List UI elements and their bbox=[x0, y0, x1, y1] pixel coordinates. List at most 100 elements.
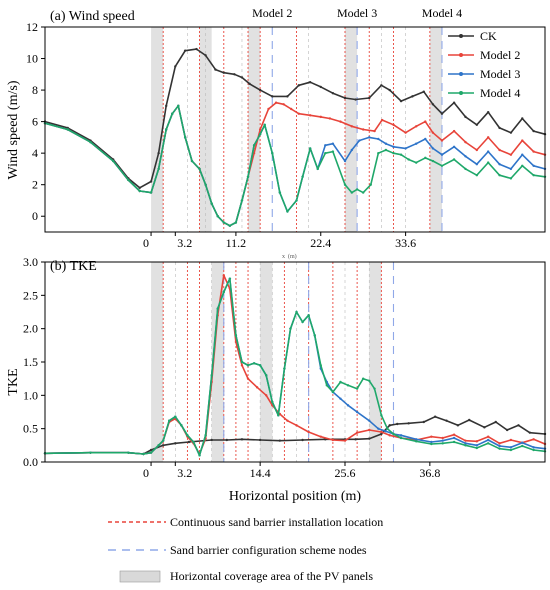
legend-label-0: CK bbox=[480, 29, 497, 43]
series-point-b-1-29 bbox=[331, 438, 335, 442]
series-point-b-3-39 bbox=[368, 379, 371, 382]
series-point-a-2-49 bbox=[486, 150, 490, 153]
series-point-a-1-43 bbox=[452, 129, 456, 133]
series-point-a-0-25 bbox=[343, 96, 347, 100]
panel-b: 0.0 0.5 1.0 1.5 2.0 2.5 3.0 0 3.2 14.4 25.6 36.8 (… bbox=[6, 255, 547, 504]
series-point-b-3-40 bbox=[373, 387, 376, 390]
series-point-a-0-9 bbox=[174, 65, 177, 68]
series-point-b-3-3 bbox=[142, 452, 145, 456]
panel-a-series bbox=[43, 47, 547, 227]
series-point-a-2-42 bbox=[415, 142, 418, 145]
pv-shade-b-1 bbox=[211, 262, 224, 462]
panel-a-xticks: 0 3.2 11.2 22.4 33.6 bbox=[143, 232, 416, 250]
series-point-b-3-38 bbox=[361, 377, 365, 380]
series-point-a-3-48 bbox=[452, 158, 456, 161]
series-point-a-0-38 bbox=[486, 110, 490, 114]
series-point-a-1-33 bbox=[350, 125, 354, 128]
series-point-a-1-29 bbox=[308, 114, 312, 117]
series-point-a-1-44 bbox=[464, 140, 467, 144]
legend-marker-0 bbox=[459, 34, 463, 38]
series-point-a-0-42 bbox=[532, 129, 535, 133]
series-point-a-3-10 bbox=[177, 104, 180, 108]
series-point-a-0-39 bbox=[498, 126, 501, 130]
series-point-a-2-39 bbox=[384, 142, 388, 145]
series-point-b-2-49 bbox=[486, 438, 490, 442]
pv-shade-a-2 bbox=[248, 27, 261, 232]
series-point-a-2-48 bbox=[475, 162, 479, 166]
series-point-b-1-26 bbox=[295, 424, 298, 427]
series-point-a-3-12 bbox=[190, 159, 194, 163]
series-point-a-0-36 bbox=[464, 115, 467, 119]
series-point-b-1-20 bbox=[246, 377, 250, 380]
y-tick-label-a-1: 2 bbox=[32, 178, 38, 192]
series-point-b-1-43 bbox=[498, 442, 501, 445]
x-tick-label-a-3: 22.4 bbox=[310, 236, 331, 250]
series-point-b-1-46 bbox=[532, 438, 535, 441]
series-point-b-3-37 bbox=[355, 387, 359, 390]
series-point-a-2-34 bbox=[343, 159, 347, 163]
series-point-a-2-45 bbox=[440, 153, 444, 156]
series-point-a-1-32 bbox=[339, 120, 342, 123]
legend-label-2: Model 3 bbox=[480, 67, 520, 81]
series-point-b-0-16 bbox=[354, 438, 357, 441]
top-label-0: Model 2 bbox=[252, 6, 292, 20]
series-point-a-3-11 bbox=[183, 136, 187, 139]
series-point-b-2-45 bbox=[441, 439, 444, 442]
series-point-a-3-54 bbox=[521, 164, 524, 167]
legend-marker-3 bbox=[459, 91, 463, 95]
series-point-b-1-31 bbox=[355, 431, 359, 434]
series-point-b-3-15 bbox=[216, 307, 219, 310]
series-point-a-0-32 bbox=[422, 90, 425, 93]
series-point-b-1-19 bbox=[240, 364, 244, 367]
series-point-b-3-49 bbox=[464, 444, 467, 447]
series-point-a-3-43 bbox=[407, 158, 410, 161]
series-point-a-0-7 bbox=[157, 151, 160, 155]
panel-b-ylabel: TKE bbox=[6, 368, 21, 395]
series-point-b-3-13 bbox=[204, 434, 207, 437]
series-point-b-3-14 bbox=[210, 374, 213, 377]
series-point-a-2-35 bbox=[350, 148, 354, 152]
y-tick-label-b-2: 1.0 bbox=[23, 388, 38, 402]
series-point-b-0-18 bbox=[380, 432, 383, 436]
series-point-a-0-21 bbox=[297, 84, 300, 87]
series-point-b-3-27 bbox=[289, 327, 292, 330]
series-point-a-0-41 bbox=[521, 117, 524, 120]
series-point-b-3-6 bbox=[161, 439, 165, 442]
series-point-b-3-41 bbox=[380, 414, 383, 417]
series-point-b-0-10 bbox=[240, 438, 244, 441]
series-point-a-1-40 bbox=[424, 120, 427, 123]
legend-gray-box-label: Horizontal coverage area of the PV panel… bbox=[170, 569, 373, 583]
series-point-b-1-40 bbox=[464, 439, 467, 442]
y-tick-label-b-0: 0.0 bbox=[23, 455, 38, 469]
series-point-a-1-35 bbox=[373, 129, 376, 133]
series-point-b-3-20 bbox=[246, 364, 250, 367]
panel-b-series bbox=[43, 274, 547, 457]
pv-shade-a-3 bbox=[345, 27, 358, 232]
series-line-b-model-2 bbox=[44, 274, 546, 455]
series-point-a-3-18 bbox=[228, 224, 232, 227]
series-point-a-2-33 bbox=[331, 142, 335, 145]
series-point-a-2-51 bbox=[509, 167, 513, 171]
series-point-a-3-26 bbox=[278, 191, 282, 194]
series-point-a-3-52 bbox=[498, 174, 501, 177]
legend-marker-2 bbox=[459, 72, 463, 76]
series-point-b-0-29 bbox=[505, 428, 509, 432]
y-tick-label-b-5: 2.5 bbox=[23, 288, 38, 302]
pv-shade-b-3 bbox=[369, 262, 382, 462]
series-point-a-2-47 bbox=[464, 155, 467, 158]
y-tick-label-a-3: 6 bbox=[32, 115, 38, 129]
y-tick-label-b-1: 0.5 bbox=[23, 422, 38, 436]
series-point-b-2-37 bbox=[355, 410, 359, 414]
series-point-a-0-40 bbox=[509, 131, 513, 134]
top-label-1: Model 3 bbox=[337, 6, 377, 20]
x-tick-label-a-0: 0 bbox=[143, 236, 149, 250]
series-point-a-0-12 bbox=[204, 54, 207, 57]
series-point-a-1-34 bbox=[361, 128, 365, 131]
series-point-b-3-33 bbox=[325, 384, 329, 387]
series-point-b-3-43 bbox=[392, 432, 395, 436]
series-point-a-3-4 bbox=[127, 178, 130, 182]
panel-a-frame bbox=[44, 26, 546, 233]
series-point-a-0-17 bbox=[248, 82, 251, 85]
series-point-a-3-13 bbox=[198, 167, 201, 171]
series-point-a-0-30 bbox=[399, 99, 403, 103]
